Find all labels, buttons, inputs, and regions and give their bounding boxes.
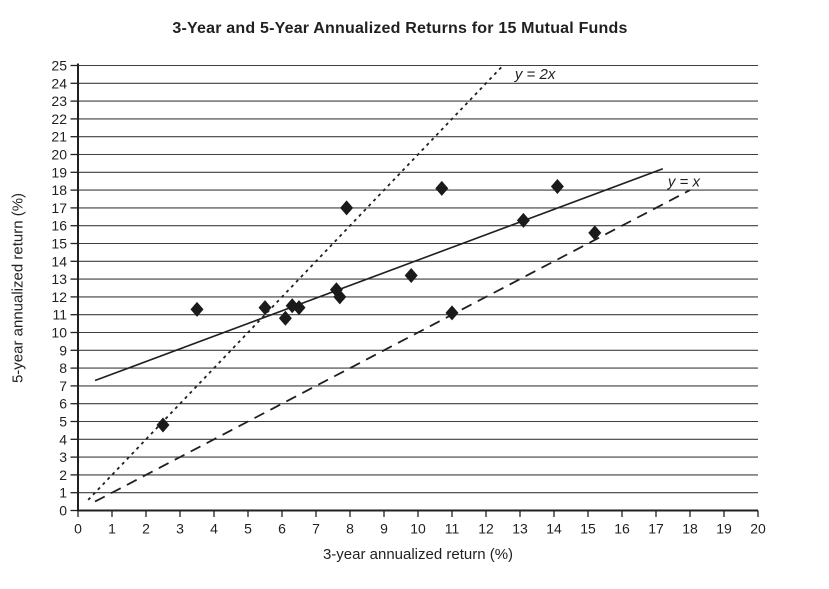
x-tick-label: 6 <box>278 521 286 537</box>
data-point-marker <box>435 180 449 196</box>
x-tick-label: 11 <box>445 521 460 537</box>
x-tick-label: 13 <box>512 521 528 537</box>
x-tick-label: 7 <box>312 521 320 537</box>
y-tick-label: 9 <box>59 342 67 358</box>
y-tick-label: 7 <box>59 378 67 394</box>
y-tick-label: 8 <box>59 360 67 376</box>
y-tick-label: 14 <box>51 253 67 269</box>
data-point-marker <box>445 305 459 321</box>
data-point-marker <box>156 417 170 433</box>
x-tick-label: 12 <box>478 521 494 537</box>
x-tick-label: 19 <box>716 521 732 537</box>
y-tick-label: 20 <box>51 147 67 163</box>
y-tick-label: 15 <box>51 236 67 252</box>
reference-line-label-y-equals-2x: y = 2x <box>514 66 556 83</box>
x-tick-label: 0 <box>74 521 82 537</box>
reference-line-y-equals-2x <box>87 64 504 501</box>
y-tick-label: 4 <box>59 431 67 447</box>
x-tick-label: 20 <box>750 521 766 537</box>
y-tick-label: 6 <box>59 396 67 412</box>
data-point-marker <box>333 289 347 305</box>
reference-line-label-y-equals-x: y = x <box>667 174 701 191</box>
x-tick-label: 1 <box>108 521 116 537</box>
y-tick-label: 1 <box>59 485 67 501</box>
y-tick-label: 19 <box>51 164 67 180</box>
x-tick-label: 15 <box>580 521 596 537</box>
x-tick-label: 4 <box>210 521 218 537</box>
y-tick-label: 3 <box>59 449 67 465</box>
y-tick-label: 21 <box>51 129 67 145</box>
y-tick-label: 10 <box>51 325 67 341</box>
reference-line-trend-line <box>94 167 664 382</box>
data-point-marker <box>190 301 204 317</box>
y-tick-label: 24 <box>51 75 67 91</box>
y-tick-label: 17 <box>51 200 67 216</box>
x-tick-label: 18 <box>682 521 698 537</box>
x-tick-label: 10 <box>410 521 426 537</box>
data-point-marker <box>404 268 418 284</box>
x-tick-label: 3 <box>176 521 184 537</box>
y-tick-label: 16 <box>51 218 67 234</box>
y-tick-label: 12 <box>51 289 67 305</box>
x-axis-title: 3-year annualized return (%) <box>322 546 514 563</box>
chart-title: 3-Year and 5-Year Annualized Returns for… <box>172 20 628 37</box>
y-tick-label: 0 <box>59 503 67 519</box>
data-point-marker <box>292 300 306 316</box>
y-tick-label: 11 <box>52 307 67 323</box>
data-point-marker <box>516 212 530 228</box>
reference-line-y-equals-x <box>94 189 691 503</box>
x-tick-label: 17 <box>648 521 664 537</box>
data-point-marker <box>278 310 292 326</box>
x-tick-label: 2 <box>142 521 150 537</box>
y-axis-title: 5-year annualized return (%) <box>9 192 27 384</box>
y-tick-label: 23 <box>51 93 67 109</box>
y-tick-label: 2 <box>59 467 67 483</box>
x-tick-label: 14 <box>546 521 562 537</box>
x-tick-label: 9 <box>380 521 388 537</box>
y-tick-label: 25 <box>51 58 67 74</box>
data-point-marker <box>588 225 602 241</box>
x-tick-label: 8 <box>346 521 354 537</box>
data-point-marker <box>550 179 564 195</box>
data-point-marker <box>340 200 354 216</box>
x-tick-label: 16 <box>614 521 630 537</box>
y-tick-label: 18 <box>51 182 67 198</box>
y-tick-label: 5 <box>59 414 67 430</box>
y-tick-label: 22 <box>51 111 67 127</box>
x-tick-label: 5 <box>244 521 252 537</box>
data-point-marker <box>258 300 272 316</box>
y-tick-label: 13 <box>51 271 67 287</box>
